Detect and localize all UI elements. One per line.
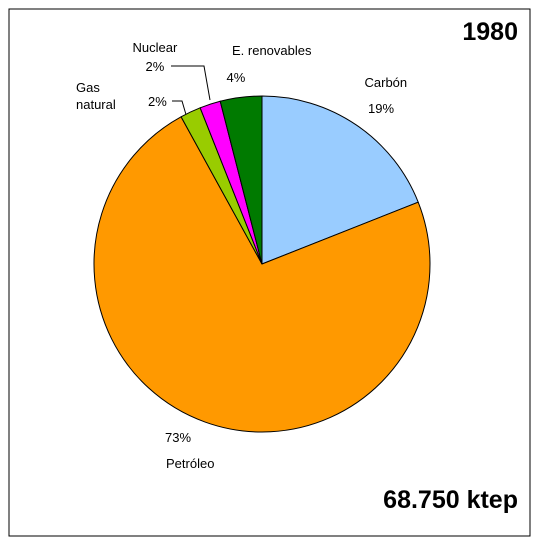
slice-value-label: 19%	[368, 101, 395, 116]
annotation: 68.750 ktep	[383, 486, 518, 514]
slice-value-label: 2%	[145, 59, 165, 74]
leader-line	[171, 65, 211, 101]
slice-value-label: 73%	[165, 430, 192, 445]
slice-value-label: 2%	[148, 94, 167, 109]
slice-value-label: 4%	[226, 70, 246, 85]
pie-slice	[261, 95, 419, 265]
slice-label: Nuclear	[132, 40, 178, 55]
slice-label: Gas natural	[76, 80, 116, 112]
chart-title: 1980	[462, 18, 518, 46]
pie-slice	[219, 95, 263, 265]
slice-label: Carbón	[364, 75, 408, 90]
slice-label: Petróleo	[166, 456, 215, 471]
slice-label: E. renovables	[232, 43, 312, 58]
pie-slice	[93, 116, 431, 433]
leader-line	[172, 100, 188, 119]
